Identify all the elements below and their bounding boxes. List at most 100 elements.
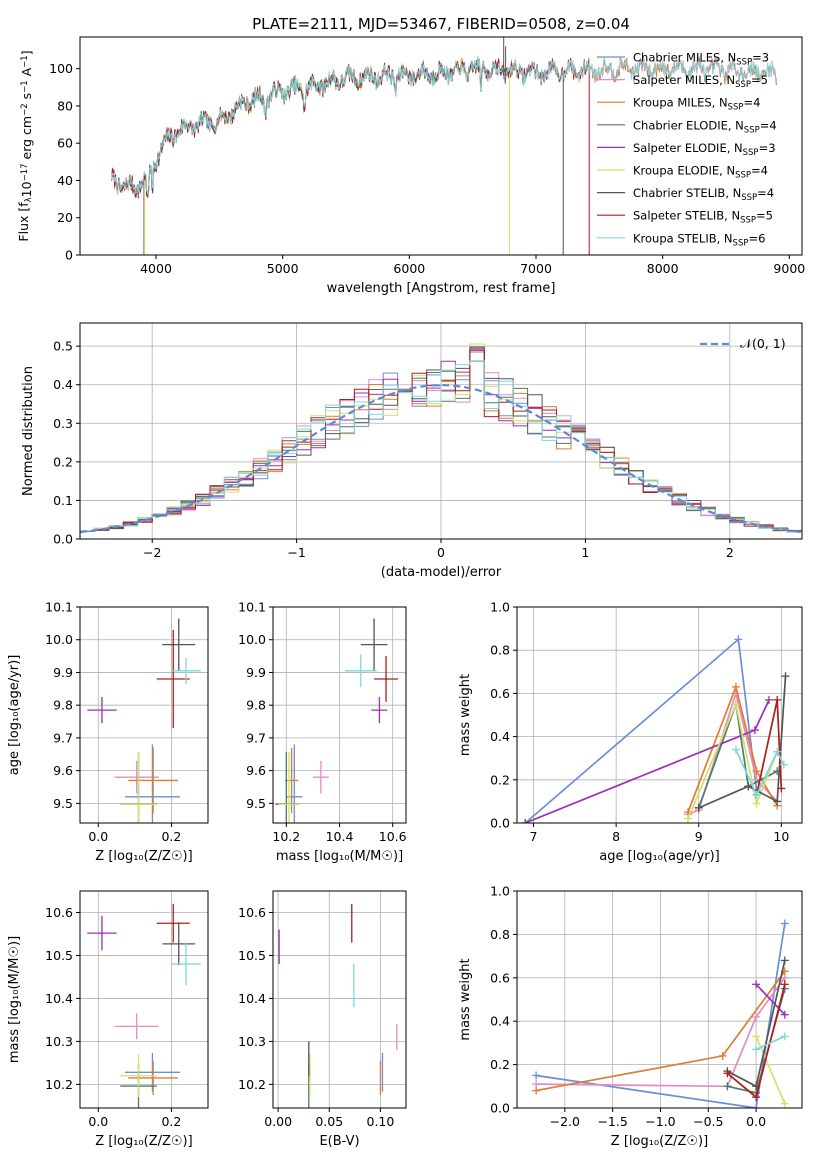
x-axis-label: Z [log₁₀(Z/Z☉)] [95,849,192,864]
plot-area [80,343,802,539]
legend-entry-value: =4 [743,96,760,110]
legend-entry-value: =4 [757,186,774,200]
legend-entry-kroupa-stelib: Kroupa STELIB, NSSP=6 [633,231,765,248]
x-tick-label: 8000 [647,261,679,276]
y-tick-label: 0.2 [490,1057,510,1072]
weight-line-salpeter-stelib [755,699,783,796]
legend-entry-subscript: SSP [736,58,752,68]
legend-entry-label: Kroupa MILES, N [633,96,728,110]
y-axis-label: Flux [fλ10−17 erg cm−2 s−1 A−1] [16,50,34,241]
x-tick-label: −1.0 [645,1114,675,1129]
errorbar-salpeter-elodie [87,697,117,724]
weight-line-kroupa-stelib [735,749,785,797]
errorbar-chabrier-stelib [162,618,196,671]
y-tick-label: 0.0 [490,816,510,831]
mass-vs-extinction-panel: 0.00 0.05 0.10 10.2 10.3 10.4 10.5 10.6 E(B-V) [238,890,407,1149]
x-tick-label: 6000 [393,261,425,276]
x-axis-label: (data-model)/error [381,565,502,580]
x-tick-label: 0.2 [161,829,181,844]
errorbar-salpeter-miles [114,1013,159,1040]
y-tick-label: 40 [57,173,73,188]
x-tick-label: 5000 [267,261,299,276]
weight-line-salpeter-elodie [755,983,786,1016]
legend-entry-label: Salpeter ELODIE, N [633,141,743,155]
x-tick-label: 8 [612,829,620,844]
axes-frame [79,606,209,824]
legend-entry-value: =5 [751,73,768,87]
chart-title: PLATE=2111, MJD=53467, FIBERID=0508, z=0… [252,15,630,33]
age-vs-mass-panel: 10.2 10.4 10.6 9.5 9.6 9.7 9.8 9.9 10.0 10.1 mass … [238,600,407,865]
errorbar-salpeter-elodie [371,697,388,724]
y-tick-label: 0.1 [53,493,73,508]
y-axis-label-part: erg cm [19,116,34,164]
axes-frame [516,606,803,824]
legend-entry-salpeter-miles: Salpeter MILES, NSSP=5 [633,73,768,90]
y-tick-label: 10.1 [238,600,266,615]
y-tick-label: 0.2 [490,772,510,787]
y-tick-label: 0.8 [490,643,510,658]
legend-entry-label: Chabrier ELODIE, N [633,118,744,132]
weight-vs-metallicity-panel: −2.0 −1.5 −1.0 −0.5 0.0 0.0 0.2 0.4 0.6 0.8 1.0 Z [… [458,884,803,1149]
axes-frame [79,890,209,1109]
y-axis-label-part: −17 [20,163,30,181]
y-axis-label: mass [log₁₀(M/M☉)] [7,936,22,1063]
errorbar-chabrier-miles [124,1052,180,1092]
y-tick-label: 10.6 [45,905,73,920]
x-tick-label: 0.2 [161,1114,181,1129]
legend-entry-kroupa-miles: Kroupa MILES, NSSP=4 [633,96,760,113]
y-tick-label: 0.4 [490,729,510,744]
y-tick-label: 10.0 [45,632,73,647]
errorbar-salpeter-stelib [156,629,190,729]
errorbar-kroupa-stelib [171,942,201,986]
y-tick-label: 9.5 [246,796,266,811]
axes-frame [516,890,803,1109]
x-tick-label: 10.2 [272,829,300,844]
mass-vs-metallicity-panel: 0.0 0.2 10.2 10.3 10.4 10.5 10.6 Z [log₁₀(Z/Z☉)… [7,890,209,1149]
x-axis-label: wavelength [Angstrom, rest frame] [327,281,556,296]
weight-line-salpeter-miles [536,977,786,1088]
legend-entry-kroupa-elodie: Kroupa ELODIE, NSSP=4 [633,164,768,181]
y-tick-label: 1.0 [490,600,510,615]
x-tick-label: −0.5 [693,1114,723,1129]
y-tick-label: 9.7 [53,730,73,745]
errorbar-kroupa-miles [128,1060,179,1096]
errorbar-kroupa-elodie [120,1054,157,1098]
y-axis-label-part: ] [19,50,34,55]
x-tick-label: 10.6 [379,829,407,844]
legend-entry-label: Kroupa ELODIE, N [633,164,735,178]
x-tick-label: 7 [530,829,538,844]
x-tick-label: 0.05 [315,1114,343,1129]
x-tick-label: 4000 [140,261,172,276]
legend-entry-subscript: SSP [735,80,751,90]
weight-line-chabrier-elodie [697,703,778,809]
weight-line-kroupa-stelib [755,1035,786,1051]
normal-curve [80,383,802,534]
x-tick-label: −2 [143,545,161,560]
weight-line-chabrier-miles [524,637,758,823]
x-tick-label: 9000 [773,261,805,276]
errorbar-chabrier-stelib [162,922,196,966]
y-tick-label: 0 [65,248,73,263]
plot-area [275,618,399,823]
plot-area [521,635,790,823]
legend-entry-label: Salpeter STELIB, N [633,209,740,223]
x-tick-label: 0.0 [88,1114,108,1129]
y-axis-label: age [log₁₀(age/yr)] [7,655,22,776]
errorbar-salpeter-stelib [156,903,190,943]
errorbar-salpeter-stelib [374,656,399,702]
legend-entry-salpeter-elodie: Salpeter ELODIE, NSSP=3 [633,141,776,158]
legend-entry-salpeter-stelib: Salpeter STELIB, NSSP=5 [633,209,773,226]
x-tick-label: −1.5 [597,1114,627,1129]
errorbar-salpeter-miles [114,760,159,794]
x-tick-label: 2 [726,545,734,560]
y-tick-label: 80 [57,98,73,113]
plot-area [532,919,789,1108]
y-axis-label-part: Flux [f [16,202,31,242]
y-tick-label: 0.0 [53,532,73,547]
x-tick-label: 0.0 [746,1114,766,1129]
x-tick-label: −1 [287,545,305,560]
x-axis-label: age [log₁₀(age/yr)] [599,849,720,864]
legend-entry-value: =4 [760,118,777,132]
legend: 𝒩(0, 1) [700,336,786,351]
